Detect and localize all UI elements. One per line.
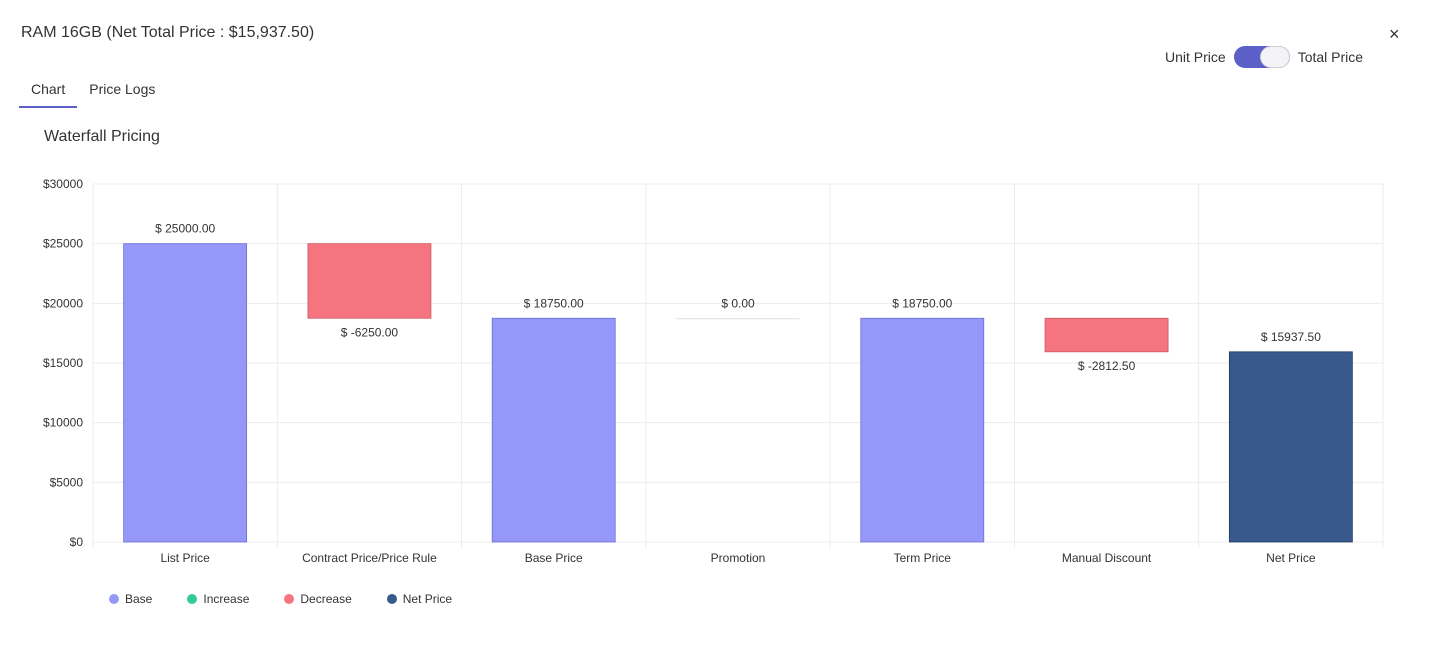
bar-term-price	[860, 317, 985, 543]
legend-item-net-price[interactable]: Net Price	[386, 592, 453, 606]
total-price-label: Total Price	[1297, 49, 1364, 65]
legend-label-net-price: Net Price	[402, 592, 453, 606]
x-tick-label: Contract Price/Price Rule	[302, 551, 437, 565]
bar-list-price	[123, 243, 248, 543]
x-tick-label: List Price	[160, 551, 210, 565]
legend-item-increase[interactable]: Increase	[187, 592, 249, 606]
y-tick-label: $5000	[50, 475, 84, 489]
data-label: $ 18750.00	[892, 296, 952, 310]
waterfall-chart: $0 $5000 $10000 $15000 $20000 $25000 $30000 $ 2…	[43, 177, 1384, 565]
x-tick-label: Term Price	[894, 551, 952, 565]
y-tick-label: $10000	[43, 416, 83, 430]
y-tick-label: $30000	[43, 177, 83, 191]
x-tick-label: Promotion	[711, 551, 766, 565]
x-tick-label: Net Price	[1266, 551, 1316, 565]
y-tick-label: $15000	[43, 356, 83, 370]
x-tick-label: Manual Discount	[1062, 551, 1152, 565]
legend-label-decrease: Decrease	[300, 592, 352, 606]
legend-label-base: Base	[125, 592, 153, 606]
bar-manual-discount	[1044, 317, 1169, 353]
chart-legend: Base Increase Decrease Net Price	[109, 592, 487, 606]
dialog-title: RAM 16GB (Net Total Price : $15,937.50)	[21, 24, 315, 41]
tab-chart[interactable]: Chart	[19, 78, 78, 108]
legend-item-base[interactable]: Base	[109, 592, 152, 606]
bar-base-price	[491, 317, 616, 543]
x-tick-label: Base Price	[525, 551, 583, 565]
data-label: $ 15937.50	[1261, 330, 1321, 344]
data-label: $ -6250.00	[341, 325, 399, 339]
bar-net-price	[1228, 351, 1353, 543]
legend-dot-increase	[187, 594, 198, 604]
y-tick-label: $20000	[43, 296, 83, 310]
legend-dot-decrease	[284, 594, 295, 604]
legend-item-decrease[interactable]: Decrease	[284, 592, 352, 606]
data-label: $ 0.00	[721, 296, 755, 310]
bar-contract-price-price-rule	[307, 243, 432, 319]
tab-price-logs[interactable]: Price Logs	[89, 81, 156, 97]
legend-dot-base	[109, 594, 119, 604]
legend-label-increase: Increase	[203, 592, 250, 606]
y-tick-label: $0	[70, 535, 84, 549]
price-mode-toggle-group: Unit Price Total Price	[1165, 46, 1363, 68]
data-label: $ 18750.00	[524, 296, 584, 310]
chart-title: Waterfall Pricing	[44, 128, 160, 145]
unit-price-label: Unit Price	[1165, 49, 1226, 65]
legend-dot-net-price	[386, 594, 397, 604]
data-label: $ -2812.50	[1078, 359, 1136, 373]
close-icon[interactable]: ×	[1389, 24, 1400, 44]
bar-promotion	[676, 318, 800, 320]
toggle-knob[interactable]	[1259, 46, 1290, 68]
data-label: $ 25000.00	[155, 222, 215, 236]
y-tick-label: $25000	[43, 237, 83, 251]
tab-bar: Chart Price Logs	[19, 78, 167, 108]
price-mode-toggle[interactable]	[1233, 46, 1290, 68]
